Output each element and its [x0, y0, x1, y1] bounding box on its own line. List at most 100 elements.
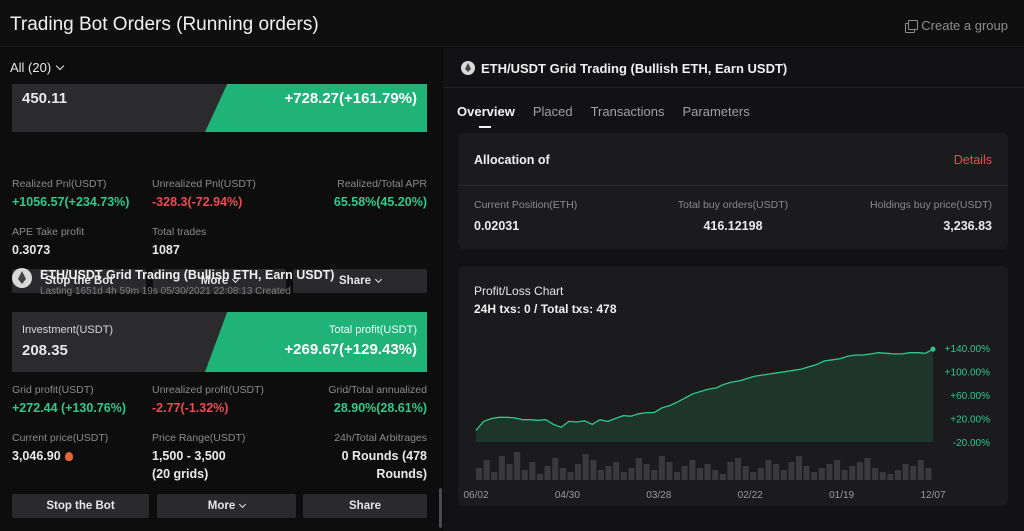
unrealized-pnl-value: -328.3(-72.94%) — [152, 195, 243, 209]
detail-title: ETH/USDT Grid Trading (Bullish ETH, Earn… — [481, 61, 788, 76]
tab-overview[interactable]: Overview — [457, 104, 515, 128]
more-button[interactable]: More — [153, 269, 286, 293]
volume-bar — [567, 472, 574, 480]
profit-loss-panel: Profit/Loss Chart 24H txs: 0 / Total txs… — [458, 266, 1008, 506]
copy-icon — [905, 20, 919, 33]
arbitrages-value-cont: Rounds) — [376, 467, 427, 481]
volume-bar — [742, 466, 749, 480]
chevron-down-icon — [239, 500, 247, 509]
bot-list-panel: All (20) 450.11 +728.27(+161.79%) Realiz… — [0, 48, 442, 531]
grid-profit-value: +272.44 (+130.76%) — [12, 401, 126, 415]
current-price-value: 3,046.90 — [12, 449, 61, 463]
pl-area — [476, 349, 933, 442]
volume-bar — [521, 470, 528, 480]
volume-bar — [856, 462, 863, 480]
bot-card: ETH/USDT Grid Trading (Bullish ETH, Earn… — [0, 262, 442, 531]
volume-bar — [773, 464, 780, 480]
apr: Realized/Total APR 65.58%(45.20%) — [334, 178, 427, 209]
investment-box: Investment(USDT) 208.35 — [12, 312, 234, 372]
volume-bar — [826, 464, 833, 480]
share-label: Share — [349, 500, 381, 512]
profit-loss-chart[interactable]: +140.00% +100.00% +60.00% +20.00% -20.00% 06/… — [458, 266, 1008, 506]
total-profit-value: +728.27(+161.79%) — [284, 90, 417, 107]
price-range-grids: (20 grids) — [152, 467, 209, 481]
investment-value: 208.35 — [22, 342, 68, 359]
volume-bar — [674, 472, 681, 480]
filter-dropdown[interactable]: All (20) — [10, 60, 65, 75]
investment-box: 450.11 — [12, 84, 234, 132]
volume-bar — [849, 466, 856, 480]
volume-bar — [643, 464, 650, 480]
investment-label: Investment(USDT) — [22, 324, 114, 336]
more-label: More — [200, 275, 229, 287]
arbitrages: 24h/Total Arbitrages 0 Rounds (478 Round… — [334, 432, 427, 481]
total-profit-value: +269.67(+129.43%) — [284, 341, 417, 358]
x-tick-label: 03/28 — [646, 490, 671, 501]
volume-bar — [704, 464, 711, 480]
volume-bar — [811, 472, 818, 480]
txs-summary: 24H txs: 0 / Total txs: 478 — [474, 302, 617, 316]
tab-transactions[interactable]: Transactions — [590, 104, 665, 119]
arbitrages-label: 24h/Total Arbitrages — [334, 432, 427, 444]
detail-tabs: Overview Placed Transactions Parameters — [457, 104, 750, 128]
page-title: Trading Bot Orders (Running orders) — [10, 14, 319, 35]
more-button[interactable]: More — [157, 494, 296, 518]
annualized-label: Grid/Total annualized — [328, 384, 427, 396]
share-button[interactable]: Share — [293, 269, 427, 293]
annualized: Grid/Total annualized 28.90%(28.61%) — [328, 384, 427, 415]
grid-profit: Grid profit(USDT) +272.44 (+130.76%) — [12, 384, 126, 415]
volume-bar — [887, 474, 894, 480]
y-tick-label: +140.00% — [945, 344, 990, 355]
take-profit: APE Take profit 0.3073 — [12, 226, 84, 257]
current-position-label: Current Position(ETH) — [474, 199, 578, 211]
volume-bar — [506, 464, 513, 480]
scrollbar[interactable] — [439, 488, 442, 528]
unrealized-profit: Unrealized profit(USDT) -2.77(-1.32%) — [152, 384, 264, 415]
unrealized-pnl: Unrealized Pnl(USDT) -328.3(-72.94%) — [152, 178, 256, 209]
volume-bar — [628, 468, 635, 480]
total-profit-box: +728.27(+161.79%) — [205, 84, 427, 132]
volume-bar — [765, 460, 772, 480]
stop-bot-button[interactable]: Stop the Bot — [12, 494, 149, 518]
volume-bar — [514, 452, 521, 480]
eth-icon — [461, 61, 475, 75]
y-tick-label: +20.00% — [950, 415, 990, 426]
more-label: More — [207, 500, 236, 512]
total-profit-box: Total profit(USDT) +269.67(+129.43%) — [205, 312, 427, 372]
realized-pnl-label: Realized Pnl(USDT) — [12, 178, 107, 190]
volume-bar — [575, 464, 582, 480]
tab-placed[interactable]: Placed — [532, 104, 573, 119]
current-price: Current price(USDT) 3,046.90 — [12, 432, 108, 463]
share-button[interactable]: Share — [303, 494, 427, 518]
total-trades: Total trades 1087 — [152, 226, 206, 257]
pl-last-point — [930, 346, 936, 352]
volume-bar — [620, 472, 627, 480]
volume-bar — [666, 462, 673, 480]
details-link[interactable]: Details — [953, 153, 992, 167]
x-tick-label: 02/22 — [738, 490, 763, 501]
allocation-heading: Allocation of — [474, 153, 550, 167]
create-group-label: Create a group — [921, 18, 1008, 33]
unrealized-pnl-label: Unrealized Pnl(USDT) — [152, 178, 256, 190]
volume-bar — [651, 470, 658, 480]
pl-line — [475, 348, 934, 431]
volume-bar — [894, 470, 901, 480]
volume-bar — [735, 458, 742, 480]
eth-icon — [12, 268, 32, 288]
bot-header[interactable]: ETH/USDT Grid Trading (Bullish ETH, Earn… — [12, 268, 334, 297]
y-tick-label: +60.00% — [950, 391, 990, 402]
holdings-buy-price-label: Holdings buy price(USDT) — [870, 199, 992, 211]
volume-bar — [818, 468, 825, 480]
current-position-value: 0.02031 — [474, 219, 520, 233]
volume-bar — [841, 470, 848, 480]
volume-bar — [925, 468, 932, 480]
unrealized-profit-value: -2.77(-1.32%) — [152, 401, 229, 415]
stop-bot-button[interactable]: Stop the Bot — [12, 269, 146, 293]
x-tick-label: 04/30 — [555, 490, 580, 501]
price-range-value: 1,500 - 3,500 — [152, 449, 226, 463]
current-position: Current Position(ETH) 0.02031 — [474, 199, 577, 233]
tab-parameters[interactable]: Parameters — [682, 104, 750, 119]
take-profit-label: APE Take profit — [12, 226, 85, 238]
create-group-button[interactable]: Create a group — [905, 18, 1008, 33]
stop-bot-label: Stop the Bot — [44, 275, 114, 287]
